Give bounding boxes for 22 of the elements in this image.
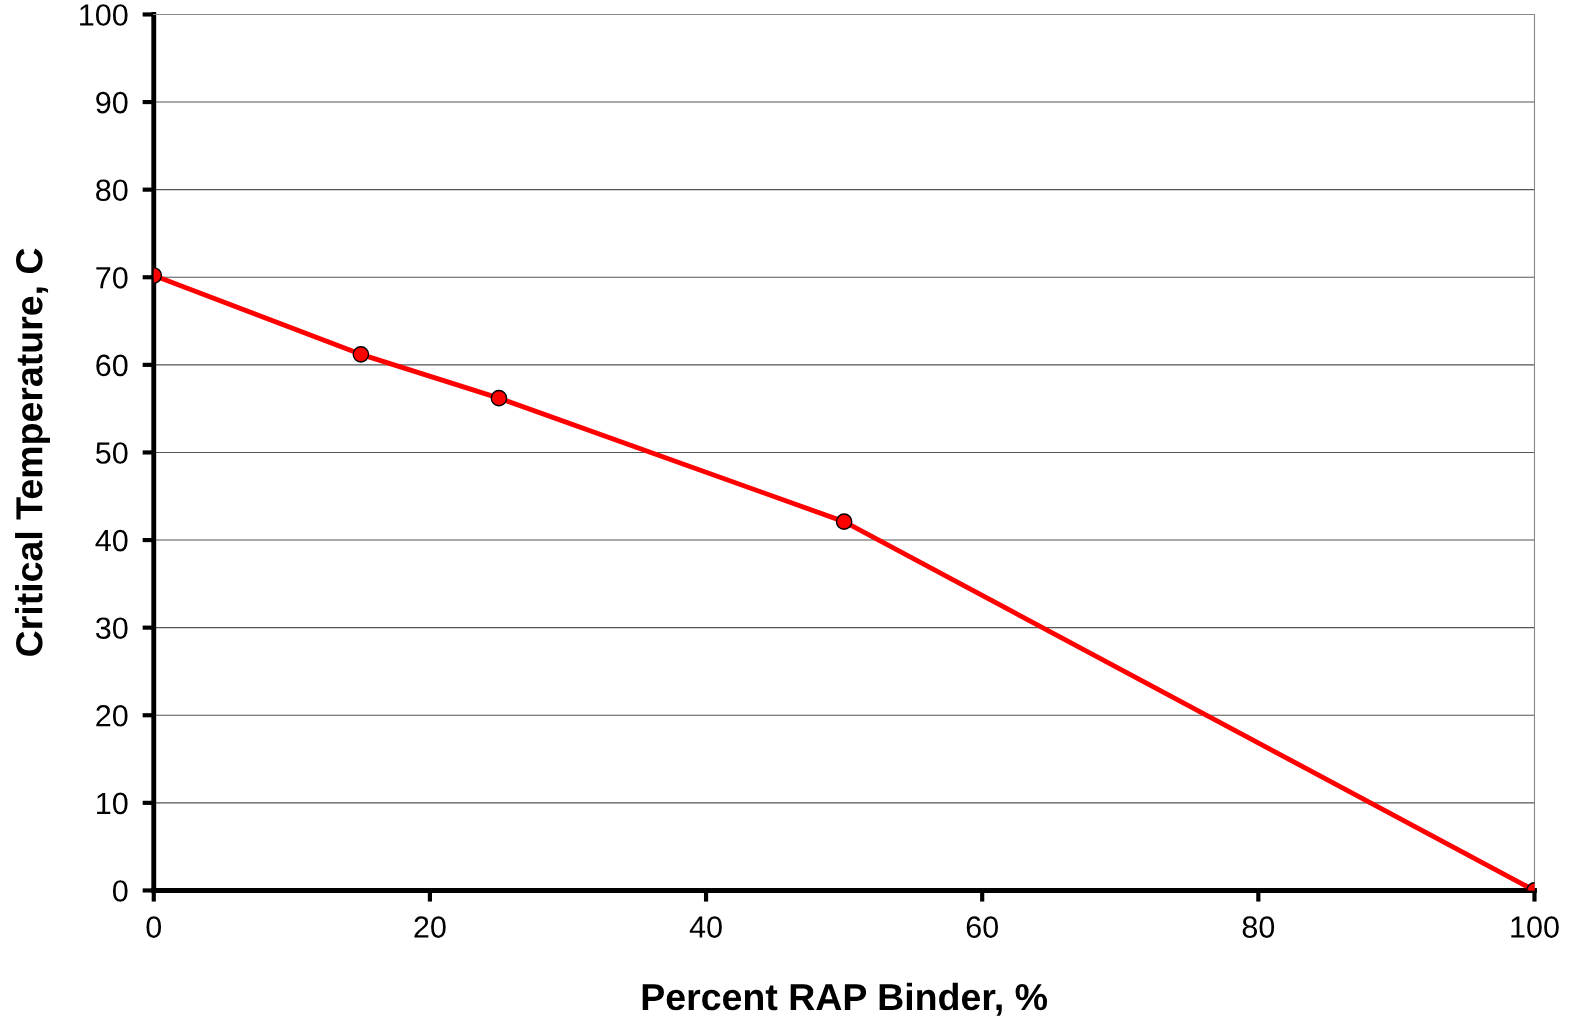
point — [352, 346, 370, 363]
x-tick-label: 60 — [966, 916, 998, 938]
y-tick-label: 90 — [96, 91, 128, 114]
y-tick-label: 0 — [112, 880, 128, 902]
point — [490, 389, 508, 407]
point — [835, 513, 853, 530]
y-tick-label: 100 — [80, 4, 128, 26]
x-axis-title: Percent RAP Binder, % — [642, 982, 1048, 1016]
x-tick-label: 80 — [1242, 916, 1275, 938]
x-tick-label: 40 — [689, 916, 722, 938]
y-tick-label: 30 — [95, 617, 128, 640]
x-tick-label: 100 — [1511, 916, 1559, 938]
y-tick-label: 40 — [95, 529, 128, 552]
y-tick-label: 70 — [96, 266, 128, 289]
x-tick-label: 20 — [414, 916, 446, 938]
y-tick-label: 20 — [96, 704, 128, 727]
y-tick-label: 50 — [96, 442, 128, 464]
x-tick-label: 0 — [146, 916, 162, 938]
y-tick-label: 80 — [96, 179, 128, 202]
y-tick-label: 10 — [97, 792, 128, 815]
y-axis-title: Critical Temperature, C — [15, 248, 51, 656]
y-tick-label: 60 — [96, 354, 128, 377]
